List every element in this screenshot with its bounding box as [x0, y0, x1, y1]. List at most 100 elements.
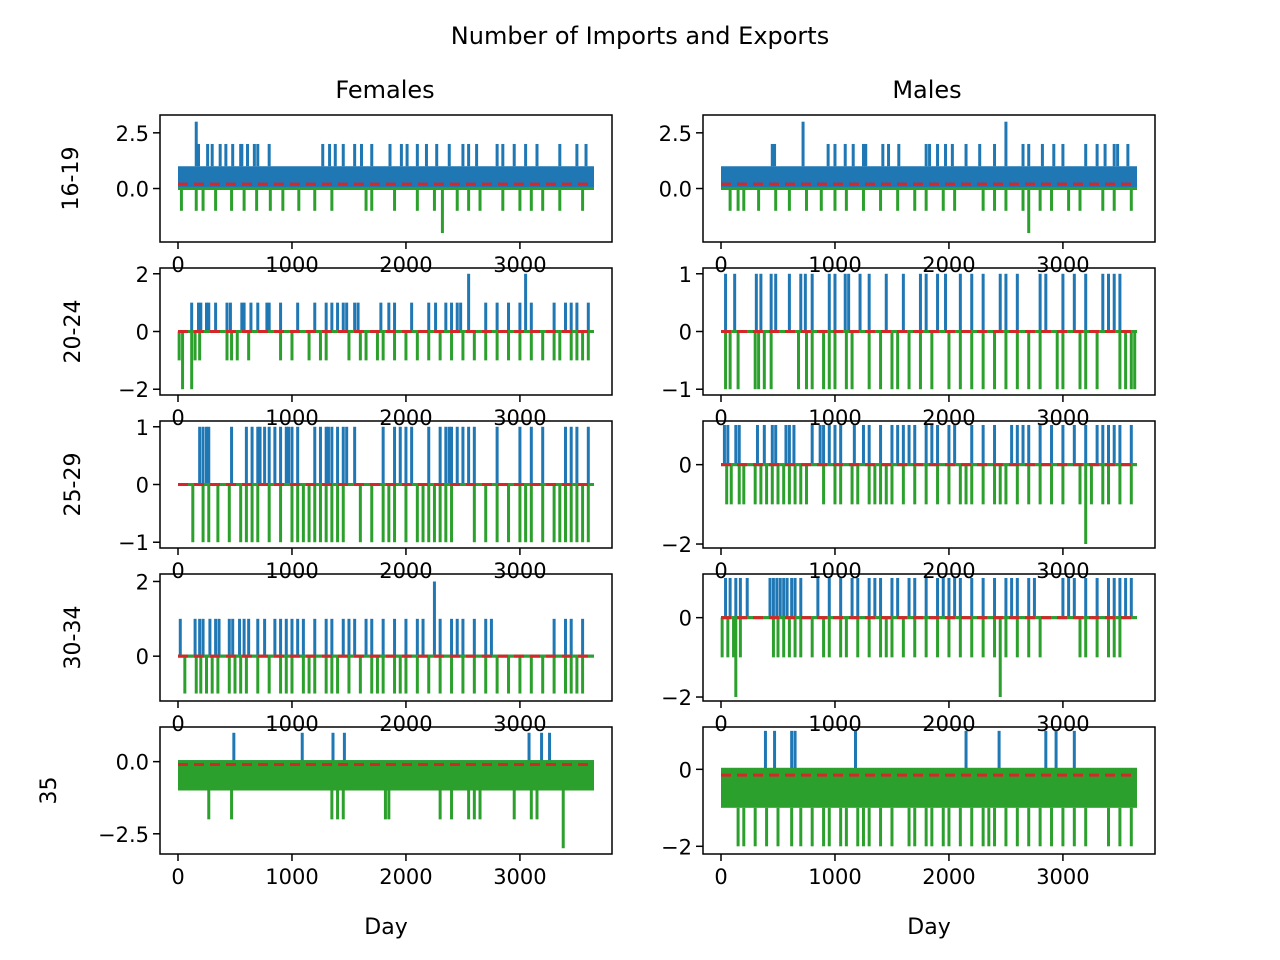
x-tick-label: 3000	[493, 559, 546, 583]
y-tick-label: −2	[661, 686, 692, 710]
x-axis-label: Day	[364, 915, 407, 940]
x-tick-label: 2000	[379, 253, 432, 277]
column-title-females: Females	[335, 76, 434, 104]
x-tick-label: 1000	[808, 559, 861, 583]
y-tick-label: 1	[679, 263, 692, 287]
figure-title: Number of Imports and Exports	[451, 22, 829, 50]
plot-area-males-30-34	[720, 577, 1137, 698]
x-tick-label: 2000	[379, 865, 432, 889]
y-tick-label: 0	[679, 607, 692, 631]
x-tick-label: 1000	[808, 253, 861, 277]
x-tick-label: 1000	[808, 865, 861, 889]
row-label: 35	[37, 777, 62, 805]
y-tick-label: 0	[679, 454, 692, 478]
plot-area-females-35	[178, 732, 594, 849]
x-tick-label: 3000	[1036, 253, 1089, 277]
subplot-females-20-24: −2 0 2 0 1000 2000 3000 20-24	[61, 263, 613, 430]
y-tick-label: 0.0	[116, 178, 149, 202]
y-tick-label: −2	[661, 835, 692, 859]
x-axis-label: Day	[907, 915, 950, 940]
axes-frame	[702, 267, 1156, 396]
x-tick-label: 0	[714, 865, 727, 889]
row-label: 20-24	[61, 300, 86, 364]
y-tick-label: −1	[118, 531, 149, 555]
subplot-males-16-19: 0.0 2.5 0 1000 2000 3000	[659, 114, 1156, 277]
plot-area-females-30-34	[178, 581, 594, 694]
row-label: 25-29	[61, 453, 86, 517]
x-tick-label: 2000	[379, 559, 432, 583]
x-tick-label: 0	[714, 406, 727, 430]
plot-area-males-16-19	[721, 121, 1137, 234]
plot-area-females-25-29	[178, 426, 594, 543]
y-tick-label: 2	[136, 570, 149, 594]
axes-frame	[702, 573, 1156, 702]
y-tick-label: 0	[136, 321, 149, 345]
x-tick-label: 3000	[1036, 865, 1089, 889]
subplot-males-25-29: −200 1000 2000 3000	[661, 420, 1156, 583]
row-label: 16-19	[59, 147, 84, 211]
axes-frame	[159, 573, 613, 702]
plot-area-males-35	[721, 730, 1137, 847]
subplot-males-30-34: −2 0 0 1000 2000 3000	[661, 573, 1156, 736]
x-tick-label: 1000	[808, 712, 861, 736]
y-tick-label: −2.5	[98, 823, 149, 847]
y-tick-label: 2.5	[116, 122, 149, 146]
x-tick-label: 1000	[265, 559, 318, 583]
y-tick-label: 0	[679, 321, 692, 345]
axes-frame	[159, 420, 613, 549]
y-tick-label: −2	[661, 533, 692, 557]
row-label: 30-34	[61, 606, 86, 670]
y-tick-label: 0	[136, 645, 149, 669]
axes-frame	[702, 726, 1156, 855]
x-tick-label: 0	[171, 559, 184, 583]
x-tick-label: 0	[171, 406, 184, 430]
x-tick-label: 0	[714, 253, 727, 277]
x-tick-label: 2000	[922, 712, 975, 736]
subplot-males-35: −2 0 0 1000 2000 3000 Day	[661, 726, 1156, 940]
x-tick-label: 1000	[265, 712, 318, 736]
x-tick-label: 3000	[493, 406, 546, 430]
x-tick-label: 1000	[265, 865, 318, 889]
subplot-females-16-19: 0.0 2.5 0 1000 2000 3000 16-19	[59, 114, 613, 277]
x-tick-label: 0	[171, 865, 184, 889]
y-tick-label: −2	[118, 378, 149, 402]
plot-area-females-16-19	[178, 121, 594, 234]
subplot-females-30-34: 0 2 0 1000 2000 3000 30-34	[61, 570, 613, 736]
y-tick-label: 0.0	[659, 178, 692, 202]
x-tick-label: 3000	[493, 253, 546, 277]
x-tick-label: 2000	[379, 712, 432, 736]
x-tick-label: 1000	[265, 253, 318, 277]
y-tick-label: 2	[136, 263, 149, 287]
axes-frame	[159, 726, 613, 855]
exports-band	[178, 761, 594, 791]
x-tick-label: 0	[171, 712, 184, 736]
subplot-females-25-29: −1 0 1 0 1000 2000 3000 25-29	[61, 416, 613, 583]
axes-frame	[702, 114, 1156, 243]
axes-frame	[702, 420, 1156, 549]
column-title-males: Males	[892, 76, 961, 104]
y-tick-label: 0	[136, 474, 149, 498]
x-tick-label: 2000	[922, 253, 975, 277]
x-tick-label: 0	[171, 253, 184, 277]
subplot-females-35: −2.5 0.0 0 1000 2000 3000 Day 35	[37, 726, 613, 940]
x-tick-label: 2000	[379, 406, 432, 430]
axes-frame	[159, 267, 613, 396]
plot-area-males-20-24	[721, 273, 1137, 390]
x-tick-label: 1000	[265, 406, 318, 430]
y-tick-label: 0	[679, 758, 692, 782]
x-tick-label: 3000	[493, 712, 546, 736]
x-tick-label: 0	[714, 712, 727, 736]
x-tick-label: 3000	[1036, 712, 1089, 736]
plot-area-males-25-29	[721, 424, 1137, 545]
x-tick-label: 2000	[922, 865, 975, 889]
x-tick-label: 0	[714, 559, 727, 583]
axes-frame	[159, 114, 613, 243]
y-tick-label: 0.0	[116, 751, 149, 775]
y-tick-label: 1	[136, 416, 149, 440]
plot-area-females-20-24	[177, 273, 594, 390]
y-tick-label: 2.5	[659, 122, 692, 146]
